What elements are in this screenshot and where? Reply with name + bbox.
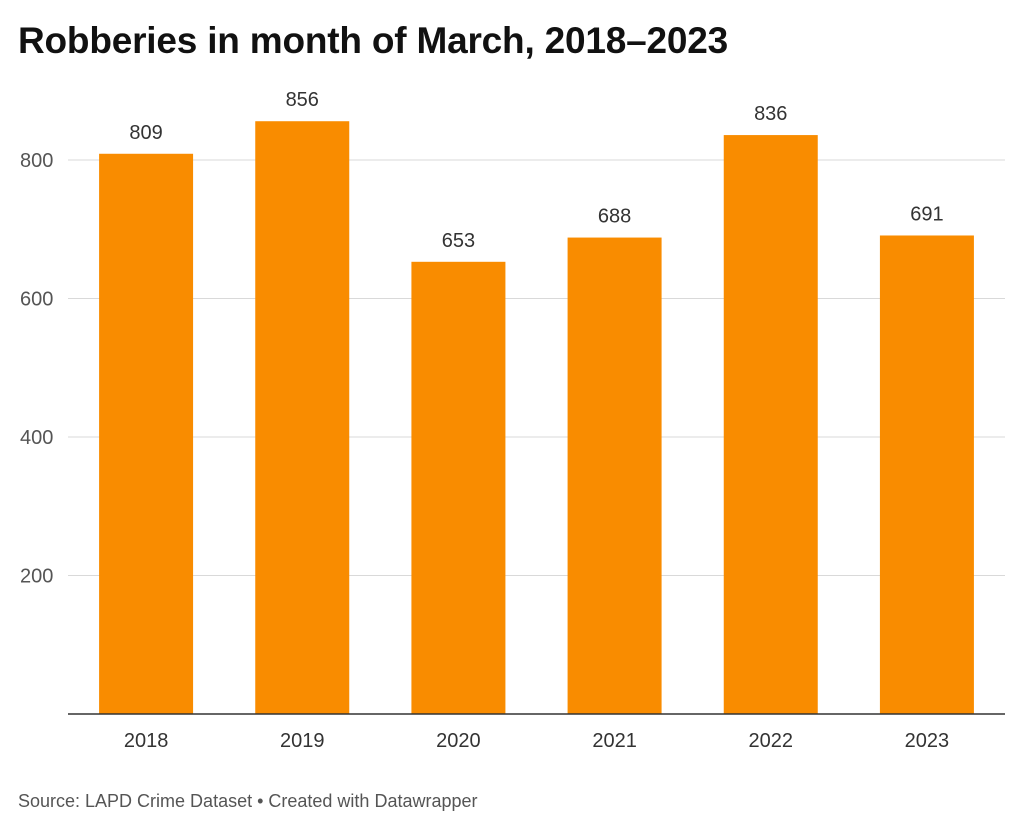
x-axis: 2018 2019 2020 2021 2022 2023 (68, 713, 1005, 752)
chart-source: Source: LAPD Crime Dataset • Created wit… (18, 791, 478, 811)
y-tick-label: 800 (20, 150, 53, 172)
data-labels: 809 856 653 688 836 691 (129, 89, 943, 252)
data-label-2022: 836 (754, 103, 787, 125)
bar-2020 (411, 261, 506, 714)
y-tick-label: 600 (20, 289, 53, 311)
bars (99, 121, 974, 715)
y-tick-label: 200 (20, 566, 53, 588)
data-label-2020: 653 (442, 230, 475, 252)
bar-2019 (255, 121, 350, 715)
y-tick-label: 400 (20, 427, 53, 449)
bar-2018 (99, 153, 194, 714)
bar-2023 (879, 235, 974, 715)
x-tick-label-2023: 2023 (905, 730, 950, 752)
gridlines: 200 400 600 800 (20, 150, 1005, 588)
data-label-2021: 688 (598, 206, 631, 228)
x-tick-label-2020: 2020 (436, 730, 481, 752)
x-tick-label-2022: 2022 (749, 730, 794, 752)
x-tick-label-2019: 2019 (280, 730, 325, 752)
data-label-2019: 856 (286, 89, 319, 111)
data-label-2018: 809 (129, 122, 162, 144)
bar-2021 (567, 237, 662, 714)
data-label-2023: 691 (910, 203, 943, 225)
x-tick-label-2018: 2018 (124, 730, 169, 752)
x-tick-label-2021: 2021 (592, 730, 637, 752)
bar-2022 (723, 135, 818, 714)
chart-title: Robberies in month of March, 2018–2023 (18, 20, 729, 61)
